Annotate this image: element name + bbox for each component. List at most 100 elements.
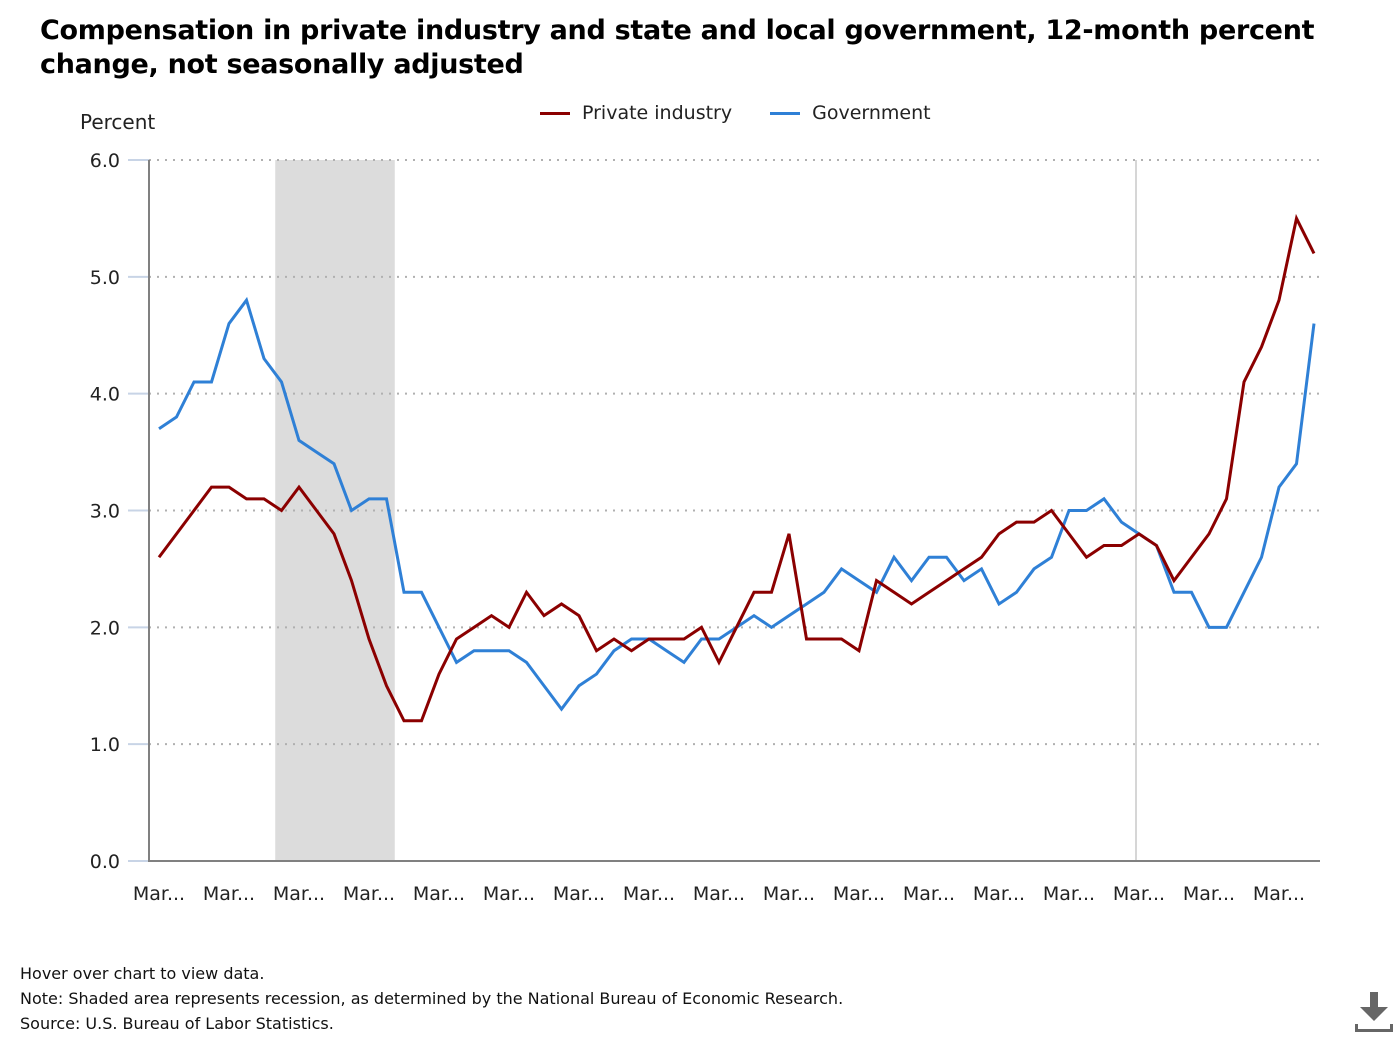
government-point[interactable] bbox=[1188, 588, 1196, 596]
private-industry-point[interactable] bbox=[733, 623, 741, 631]
private-industry-point[interactable] bbox=[575, 612, 583, 620]
private-industry-point[interactable] bbox=[243, 495, 251, 503]
government-point[interactable] bbox=[173, 413, 181, 421]
private-industry-point[interactable] bbox=[1065, 530, 1073, 538]
government-point[interactable] bbox=[313, 448, 321, 456]
private-industry-point[interactable] bbox=[348, 577, 356, 585]
private-industry-point[interactable] bbox=[208, 483, 216, 491]
government-point[interactable] bbox=[575, 682, 583, 690]
private-industry-point[interactable] bbox=[1275, 296, 1283, 304]
private-industry-point[interactable] bbox=[260, 495, 268, 503]
government-point[interactable] bbox=[908, 577, 916, 585]
government-point[interactable] bbox=[1258, 553, 1266, 561]
private-industry-point[interactable] bbox=[663, 635, 671, 643]
government-point[interactable] bbox=[208, 378, 216, 386]
private-industry-point[interactable] bbox=[278, 507, 286, 515]
private-industry-point[interactable] bbox=[1013, 518, 1021, 526]
government-point[interactable] bbox=[523, 658, 531, 666]
private-industry-point[interactable] bbox=[645, 635, 653, 643]
private-industry-point[interactable] bbox=[943, 577, 951, 585]
private-industry-point[interactable] bbox=[435, 670, 443, 678]
government-point[interactable] bbox=[1223, 623, 1231, 631]
private-industry-point[interactable] bbox=[155, 553, 163, 561]
government-point[interactable] bbox=[470, 647, 478, 655]
private-industry-point[interactable] bbox=[1240, 378, 1248, 386]
government-point[interactable] bbox=[365, 495, 373, 503]
private-industry-point[interactable] bbox=[593, 647, 601, 655]
private-industry-point[interactable] bbox=[505, 623, 513, 631]
government-point[interactable] bbox=[925, 553, 933, 561]
government-point[interactable] bbox=[610, 647, 618, 655]
private-industry-point[interactable] bbox=[418, 717, 426, 725]
government-point[interactable] bbox=[855, 577, 863, 585]
private-industry-point[interactable] bbox=[838, 635, 846, 643]
private-industry-point[interactable] bbox=[400, 717, 408, 725]
private-industry-point[interactable] bbox=[855, 647, 863, 655]
private-industry-point[interactable] bbox=[190, 507, 198, 515]
private-industry-point[interactable] bbox=[1118, 542, 1126, 550]
government-point[interactable] bbox=[1310, 320, 1318, 328]
government-point[interactable] bbox=[1118, 518, 1126, 526]
government-point[interactable] bbox=[890, 553, 898, 561]
government-point[interactable] bbox=[593, 670, 601, 678]
government-point[interactable] bbox=[348, 507, 356, 515]
government-point[interactable] bbox=[768, 623, 776, 631]
line-chart[interactable]: 0.0 1.0 2.0 3.0 4.0 5.0 6.0 Mar... Mar... Mar... M… bbox=[0, 0, 1400, 940]
government-point[interactable] bbox=[803, 600, 811, 608]
private-industry-point[interactable] bbox=[995, 530, 1003, 538]
government-point[interactable] bbox=[190, 378, 198, 386]
government-point[interactable] bbox=[505, 647, 513, 655]
private-industry-point[interactable] bbox=[1153, 542, 1161, 550]
private-industry-point[interactable] bbox=[1223, 495, 1231, 503]
government-point[interactable] bbox=[1293, 460, 1301, 468]
government-point[interactable] bbox=[435, 623, 443, 631]
government-point[interactable] bbox=[558, 705, 566, 713]
government-point[interactable] bbox=[1030, 565, 1038, 573]
private-industry-point[interactable] bbox=[488, 612, 496, 620]
government-point[interactable] bbox=[1065, 507, 1073, 515]
private-industry-point[interactable] bbox=[383, 682, 391, 690]
private-industry-point[interactable] bbox=[1293, 214, 1301, 222]
government-point[interactable] bbox=[260, 355, 268, 363]
private-industry-point[interactable] bbox=[173, 530, 181, 538]
private-industry-point[interactable] bbox=[750, 588, 758, 596]
private-industry-point[interactable] bbox=[698, 623, 706, 631]
legend-item-private[interactable]: Private industry bbox=[540, 102, 732, 124]
private-industry-point[interactable] bbox=[1135, 530, 1143, 538]
private-industry-point[interactable] bbox=[330, 530, 338, 538]
government-point[interactable] bbox=[978, 565, 986, 573]
government-point[interactable] bbox=[1205, 623, 1213, 631]
private-industry-point[interactable] bbox=[295, 483, 303, 491]
private-industry-point[interactable] bbox=[785, 530, 793, 538]
government-point[interactable] bbox=[243, 296, 251, 304]
government-point[interactable] bbox=[155, 425, 163, 433]
private-industry-point[interactable] bbox=[1258, 343, 1266, 351]
private-industry-point[interactable] bbox=[960, 565, 968, 573]
government-point[interactable] bbox=[1083, 507, 1091, 515]
government-point[interactable] bbox=[995, 600, 1003, 608]
government-point[interactable] bbox=[278, 378, 286, 386]
private-industry-point[interactable] bbox=[873, 577, 881, 585]
private-industry-point[interactable] bbox=[925, 588, 933, 596]
private-industry-point[interactable] bbox=[908, 600, 916, 608]
government-point[interactable] bbox=[1240, 588, 1248, 596]
private-industry-point[interactable] bbox=[680, 635, 688, 643]
government-point[interactable] bbox=[1275, 483, 1283, 491]
government-point[interactable] bbox=[418, 588, 426, 596]
government-point[interactable] bbox=[488, 647, 496, 655]
government-point[interactable] bbox=[663, 647, 671, 655]
private-industry-point[interactable] bbox=[1048, 507, 1056, 515]
private-industry-point[interactable] bbox=[820, 635, 828, 643]
government-point[interactable] bbox=[453, 658, 461, 666]
government-point[interactable] bbox=[383, 495, 391, 503]
government-point[interactable] bbox=[540, 682, 548, 690]
private-industry-point[interactable] bbox=[1030, 518, 1038, 526]
private-industry-point[interactable] bbox=[523, 588, 531, 596]
private-industry-line[interactable] bbox=[157, 213, 1316, 723]
government-point[interactable] bbox=[1100, 495, 1108, 503]
private-industry-point[interactable] bbox=[1205, 530, 1213, 538]
private-industry-point[interactable] bbox=[470, 623, 478, 631]
private-industry-point[interactable] bbox=[313, 507, 321, 515]
government-point[interactable] bbox=[838, 565, 846, 573]
government-point[interactable] bbox=[1170, 588, 1178, 596]
